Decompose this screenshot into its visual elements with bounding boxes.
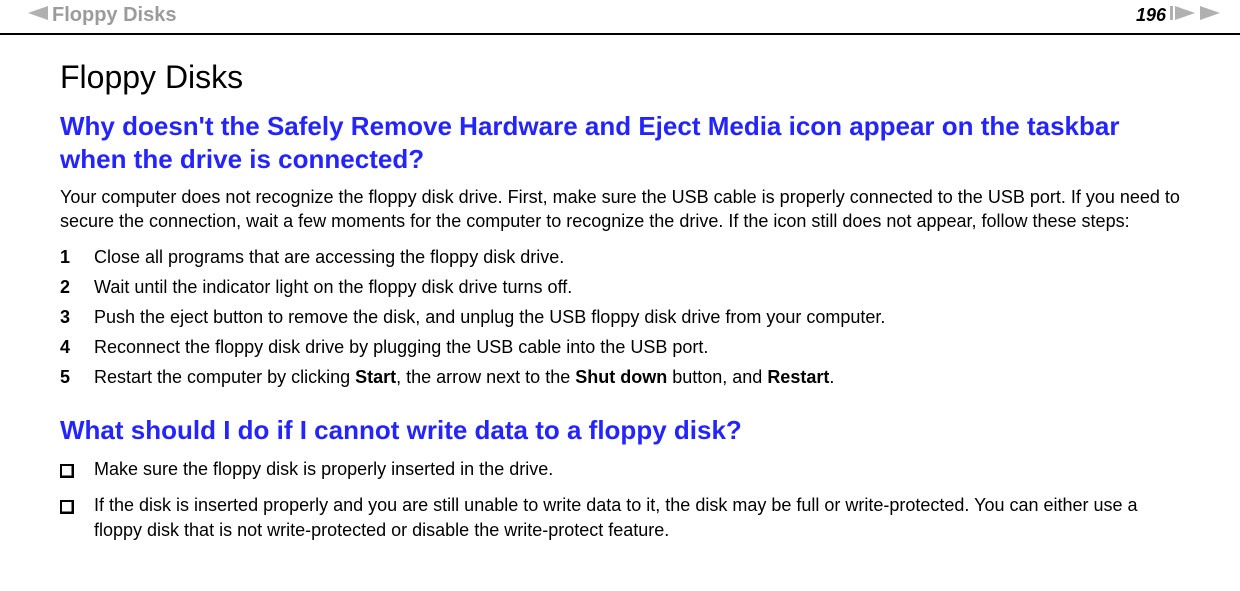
step-text: Wait until the indicator light on the fl… <box>94 274 572 300</box>
page-header: Floppy Disks 196 <box>0 0 1240 35</box>
step-text-frag: button, and <box>667 367 767 387</box>
step-text-frag: . <box>829 367 834 387</box>
page-content: Floppy Disks Why doesn't the Safely Remo… <box>0 35 1240 561</box>
step-item: 1 Close all programs that are accessing … <box>60 244 1180 270</box>
question-2-heading: What should I do if I cannot write data … <box>60 414 1180 447</box>
bullet-item: If the disk is inserted properly and you… <box>60 493 1180 543</box>
header-right: 196 <box>1136 5 1220 26</box>
nav-prev-icon[interactable] <box>28 6 48 25</box>
question-1-steps: 1 Close all programs that are accessing … <box>60 244 1180 390</box>
box-bullet-icon <box>60 496 74 521</box>
question-1-intro: Your computer does not recognize the flo… <box>60 185 1180 234</box>
step-text: Push the eject button to remove the disk… <box>94 304 885 330</box>
step-text-frag: , the arrow next to the <box>396 367 575 387</box>
step-number: 1 <box>60 244 74 270</box>
step-number: 2 <box>60 274 74 300</box>
question-2-bullets: Make sure the floppy disk is properly in… <box>60 457 1180 544</box>
nav-next-icon[interactable] <box>1200 6 1220 25</box>
step-number: 3 <box>60 304 74 330</box>
step-text-frag: Restart the computer by clicking <box>94 367 355 387</box>
bold-term: Restart <box>767 367 829 387</box>
question-1-heading: Why doesn't the Safely Remove Hardware a… <box>60 110 1180 175</box>
nav-first-icon[interactable] <box>1170 6 1196 25</box>
page-number: 196 <box>1136 5 1166 26</box>
bullet-text: Make sure the floppy disk is properly in… <box>94 457 553 482</box>
step-text: Reconnect the floppy disk drive by plugg… <box>94 334 708 360</box>
step-item: 3 Push the eject button to remove the di… <box>60 304 1180 330</box>
box-bullet-icon <box>60 460 74 485</box>
bullet-text: If the disk is inserted properly and you… <box>94 493 1180 543</box>
step-number: 5 <box>60 364 74 390</box>
step-number: 4 <box>60 334 74 360</box>
step-item: 2 Wait until the indicator light on the … <box>60 274 1180 300</box>
bullet-item: Make sure the floppy disk is properly in… <box>60 457 1180 485</box>
bold-term: Shut down <box>575 367 667 387</box>
step-text: Close all programs that are accessing th… <box>94 244 564 270</box>
step-text: Restart the computer by clicking Start, … <box>94 364 834 390</box>
header-breadcrumb[interactable]: Floppy Disks <box>52 4 176 27</box>
header-left: Floppy Disks <box>28 4 176 27</box>
section-title: Floppy Disks <box>60 59 1180 96</box>
step-item: 4 Reconnect the floppy disk drive by plu… <box>60 334 1180 360</box>
bold-term: Start <box>355 367 396 387</box>
step-item: 5 Restart the computer by clicking Start… <box>60 364 1180 390</box>
